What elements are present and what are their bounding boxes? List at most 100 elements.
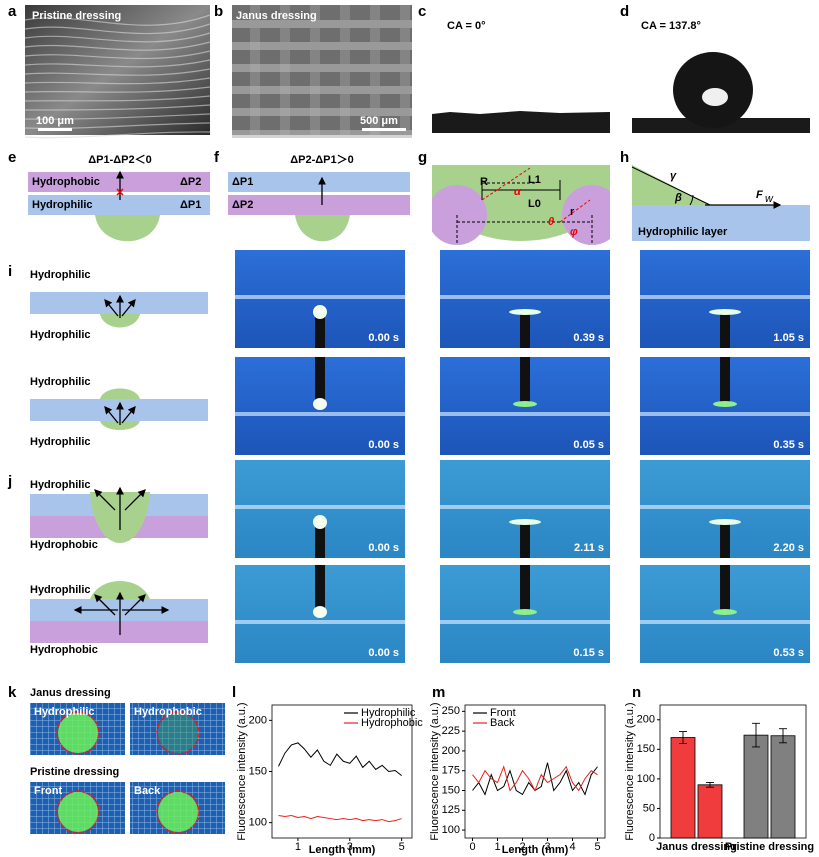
droplet	[313, 515, 327, 529]
legend-label: Hydrophobic	[361, 717, 423, 729]
arrow	[121, 405, 136, 424]
label: ΔP2	[180, 176, 201, 188]
time-label: 0.00 s	[368, 439, 399, 451]
y-tick-label: 250	[442, 705, 460, 717]
droplet	[100, 388, 140, 430]
y-tick-label: 125	[442, 804, 460, 816]
interface	[440, 412, 610, 416]
bar	[670, 737, 696, 839]
scale-bar	[38, 128, 72, 131]
label: Front	[34, 785, 62, 797]
geometry	[432, 165, 610, 245]
time-label: 0.15 s	[573, 647, 604, 659]
symbol: φ	[570, 226, 578, 238]
droplet	[313, 398, 327, 410]
panel-label: h	[620, 149, 629, 166]
time-label: 0.53 s	[773, 647, 804, 659]
substrate	[432, 111, 610, 133]
panel-label: c	[418, 3, 426, 20]
fiber	[24, 32, 211, 43]
label: ΔP1-ΔP2＜0	[88, 154, 152, 166]
symbol: γ	[670, 170, 677, 182]
interface	[440, 295, 610, 299]
fiber	[232, 108, 412, 116]
interface	[440, 505, 610, 509]
label: Hydrophilic	[32, 199, 93, 211]
droplet	[313, 305, 327, 319]
y-tick-label: 200	[442, 745, 460, 757]
symbol: F	[756, 189, 763, 201]
needle	[315, 565, 325, 610]
interface	[235, 620, 405, 624]
symbol: β	[674, 192, 682, 204]
label: ΔP1	[180, 199, 201, 211]
time-label: 0.35 s	[773, 439, 804, 451]
needle	[520, 312, 530, 348]
droplet	[95, 215, 160, 242]
interface	[640, 620, 810, 624]
x-tick-label: 1	[295, 841, 301, 853]
time-label: 0.05 s	[573, 439, 604, 451]
spread	[509, 309, 541, 315]
fiber	[232, 42, 412, 50]
panel-label: d	[620, 3, 629, 20]
y-axis-label: Fluorescence intensity (a.u.)	[429, 702, 441, 840]
label: Hydrophobic	[134, 706, 202, 718]
panel-label: n	[632, 684, 641, 701]
fiber	[24, 95, 211, 102]
label: 500 μm	[360, 115, 398, 127]
legend-label: Hydrophilic	[361, 707, 416, 719]
time-label: 0.39 s	[573, 332, 604, 344]
guide	[481, 167, 591, 223]
hydrophilic-layer	[28, 195, 210, 215]
label: Hydrophilic	[34, 706, 95, 718]
droplet	[100, 314, 140, 328]
fiber	[562, 185, 610, 245]
arrow	[104, 298, 119, 317]
time-label: 0.00 s	[368, 542, 399, 554]
hydrophilic-layer	[30, 599, 208, 621]
needle	[520, 357, 530, 402]
time-label: 2.11 s	[574, 542, 604, 554]
panel-label: i	[8, 263, 12, 280]
y-tick-label: 100	[442, 824, 460, 836]
symbol: θ	[548, 216, 554, 228]
fiber	[310, 5, 320, 135]
block-mark	[116, 188, 124, 196]
error-bar	[779, 728, 787, 744]
hydrophobic-layer	[30, 621, 208, 643]
bar	[743, 734, 769, 839]
label: ΔP2-ΔP1＞0	[290, 154, 354, 166]
plot-frame	[464, 704, 606, 839]
y-tick-label: 200	[249, 714, 267, 726]
fiber	[24, 50, 211, 60]
label: CA = 0°	[447, 20, 486, 32]
spread	[513, 609, 537, 615]
arrow	[124, 594, 146, 616]
fiber	[370, 5, 380, 135]
hydrophobic-layer	[28, 172, 210, 192]
y-axis-label: Fluorescence intensity (a.u.)	[624, 702, 636, 840]
arrow	[104, 405, 119, 424]
y-tick-label: 50	[643, 802, 655, 814]
line	[472, 765, 598, 792]
x-tick-label: Janus dressing	[656, 841, 737, 853]
panel-label: l	[232, 684, 236, 701]
outline	[56, 711, 100, 755]
error-bar	[679, 731, 687, 744]
label: ΔP2	[232, 199, 253, 211]
needle	[720, 565, 730, 610]
legend-label: Front	[490, 707, 516, 719]
x-tick-label: Pristine dressing	[725, 841, 814, 853]
arrow	[94, 489, 116, 511]
label: Hydrophobic	[32, 176, 100, 188]
panel-label: b	[214, 3, 223, 20]
time-label: 2.20 s	[773, 542, 804, 554]
x-tick-label: 3	[544, 841, 550, 853]
hydrophilic-layer	[228, 172, 410, 192]
label: Hydrophilic	[30, 479, 91, 491]
panel-label: f	[214, 149, 220, 166]
glow	[58, 792, 98, 832]
needle	[720, 522, 730, 558]
time-label: 0.00 s	[368, 332, 399, 344]
